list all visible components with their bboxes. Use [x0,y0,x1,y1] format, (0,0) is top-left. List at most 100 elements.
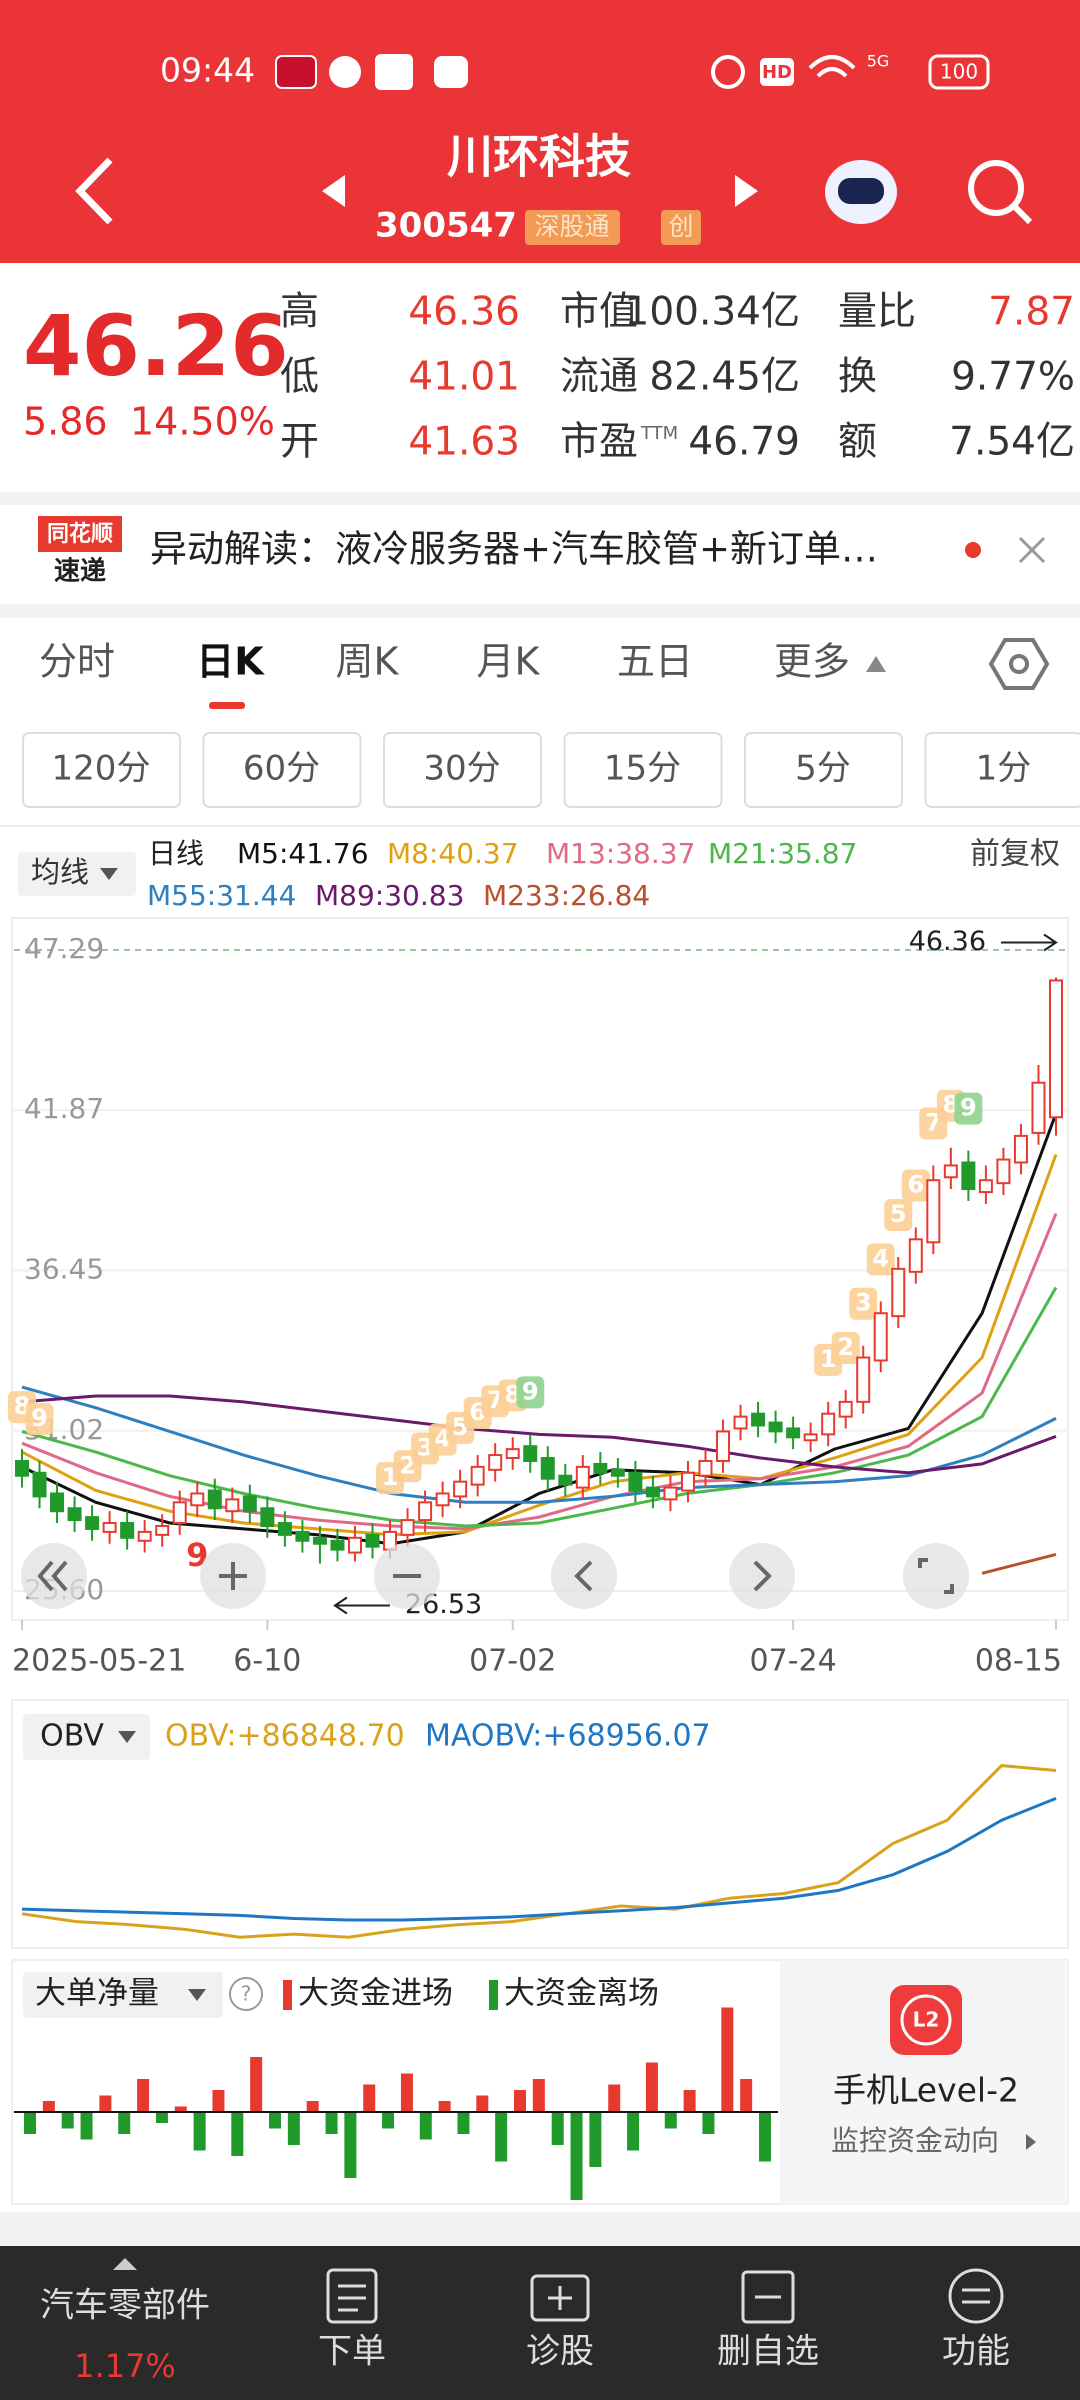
search-icon[interactable] [968,160,1024,216]
stock-code: 300547 [375,206,517,246]
nav-icon [530,2274,590,2322]
quote-value: 7.87 [988,290,1075,335]
flow-bar [645,2062,658,2112]
search-icon-handle [1011,203,1033,225]
ma-line [981,1552,1057,1575]
price-change: 5.86 [23,400,108,444]
candle-body [260,1507,275,1527]
ma-button[interactable] [18,852,136,896]
news-bar[interactable]: 同花顺 速递 异动解读：液冷服务器+汽车胶管+新订单… [38,516,1046,587]
high-arrow [1001,933,1058,952]
control-right[interactable] [729,1543,795,1609]
nav-item[interactable]: 下单 [318,2332,386,2372]
candle-body [295,1530,310,1542]
quote-label: 量比 [838,290,916,335]
obv-line [21,1764,1057,1939]
status-icon [711,55,745,89]
td-label: 2 [837,1333,854,1361]
control-left[interactable] [551,1543,617,1609]
nav-item[interactable]: 删自选 [717,2332,819,2372]
settings-icon-center [1009,654,1029,674]
flow-bar [570,2112,583,2200]
period-button[interactable] [22,732,181,808]
glyph-rewind [37,1560,68,1592]
period-button[interactable] [744,732,903,808]
candle-body [768,1421,783,1433]
candle-body [1031,1081,1046,1134]
y-tick-label: 47.29 [24,932,104,965]
news-close[interactable] [1018,536,1046,564]
adjust-mode[interactable]: 前复权 [970,837,1060,872]
period-buttons: 120分 60分 30分 15分 5分 1分 [22,732,1080,808]
status-icon [375,54,413,90]
y-tick-label: 41.87 [24,1092,104,1125]
tab[interactable]: 五日 [617,640,693,684]
nav-icon-lines [338,2284,366,2312]
control-fullscreen[interactable] [903,1543,969,1609]
nav-item[interactable]: 功能 [942,2332,1010,2372]
candle-body [137,1530,152,1542]
tab[interactable]: 周K [336,640,400,684]
ma-caret [100,868,118,880]
nav-icon [741,2270,795,2324]
flow-button[interactable] [23,1972,223,2018]
tab[interactable]: 更多 [774,640,850,684]
period-button[interactable] [383,732,542,808]
candle-body [873,1312,888,1362]
nav-icon-plus [548,2286,572,2310]
flow-bar [627,2112,640,2151]
next-stock[interactable] [735,175,758,207]
candle-body [645,1486,660,1498]
glyph-fullscreen [918,1558,954,1594]
td-badge [866,1243,895,1276]
status-hd-bg [760,58,794,86]
legend-label: 大资金进场 [298,1976,453,2012]
td-label: 6 [907,1171,924,1199]
control-glyphs [37,1558,954,1594]
period-label: 60分 [243,749,320,789]
candle-body [523,1445,538,1462]
prev-stock[interactable] [322,175,345,207]
back-button[interactable] [75,157,113,225]
low-arrow [333,1596,390,1615]
candle-body [1013,1134,1028,1164]
nav-item[interactable]: 诊股 [526,2332,594,2372]
flow-bar [476,2095,489,2112]
flow-bar [532,2079,545,2112]
settings-icon[interactable] [988,638,1050,690]
candle-body [943,1164,958,1179]
tab[interactable]: 月K [477,640,541,684]
obv-button[interactable] [23,1714,150,1760]
flow-bar [759,2112,771,2162]
flow-bar [231,2112,244,2156]
battery [928,54,990,90]
candle-body [996,1158,1011,1185]
tab[interactable]: 分时 [39,640,115,684]
period-button[interactable] [563,732,723,808]
status-icon [434,56,468,88]
candle-body [207,1489,222,1510]
quote-value: 46.79 [688,420,800,465]
flow-bar [193,2112,206,2151]
news-logo [38,516,122,552]
candle-body [505,1448,520,1460]
stock-name: 川环科技 [447,130,631,184]
flow-bar [212,2090,225,2112]
td-label: 4 [872,1244,889,1272]
period-button[interactable] [202,732,362,808]
kline-chart: 47.2941.8736.4531.0225.602025-05-216-100… [8,926,1066,1679]
ma-legend: M55:31.44 [147,879,296,912]
flow-bar [80,2112,93,2140]
candle-body [67,1507,82,1522]
help-icon[interactable] [229,1977,263,2011]
flow-bar [382,2112,395,2129]
sector-name[interactable]: 汽车零部件 [40,2286,210,2326]
td-badge [831,1332,860,1365]
tab-active[interactable]: 日K [196,640,265,684]
period-button[interactable] [924,732,1080,808]
td-label: 3 [855,1289,872,1317]
ma-legend: M8:40.37 [387,837,519,870]
quote-value: 41.63 [408,420,520,465]
flow-bar [438,2101,451,2112]
